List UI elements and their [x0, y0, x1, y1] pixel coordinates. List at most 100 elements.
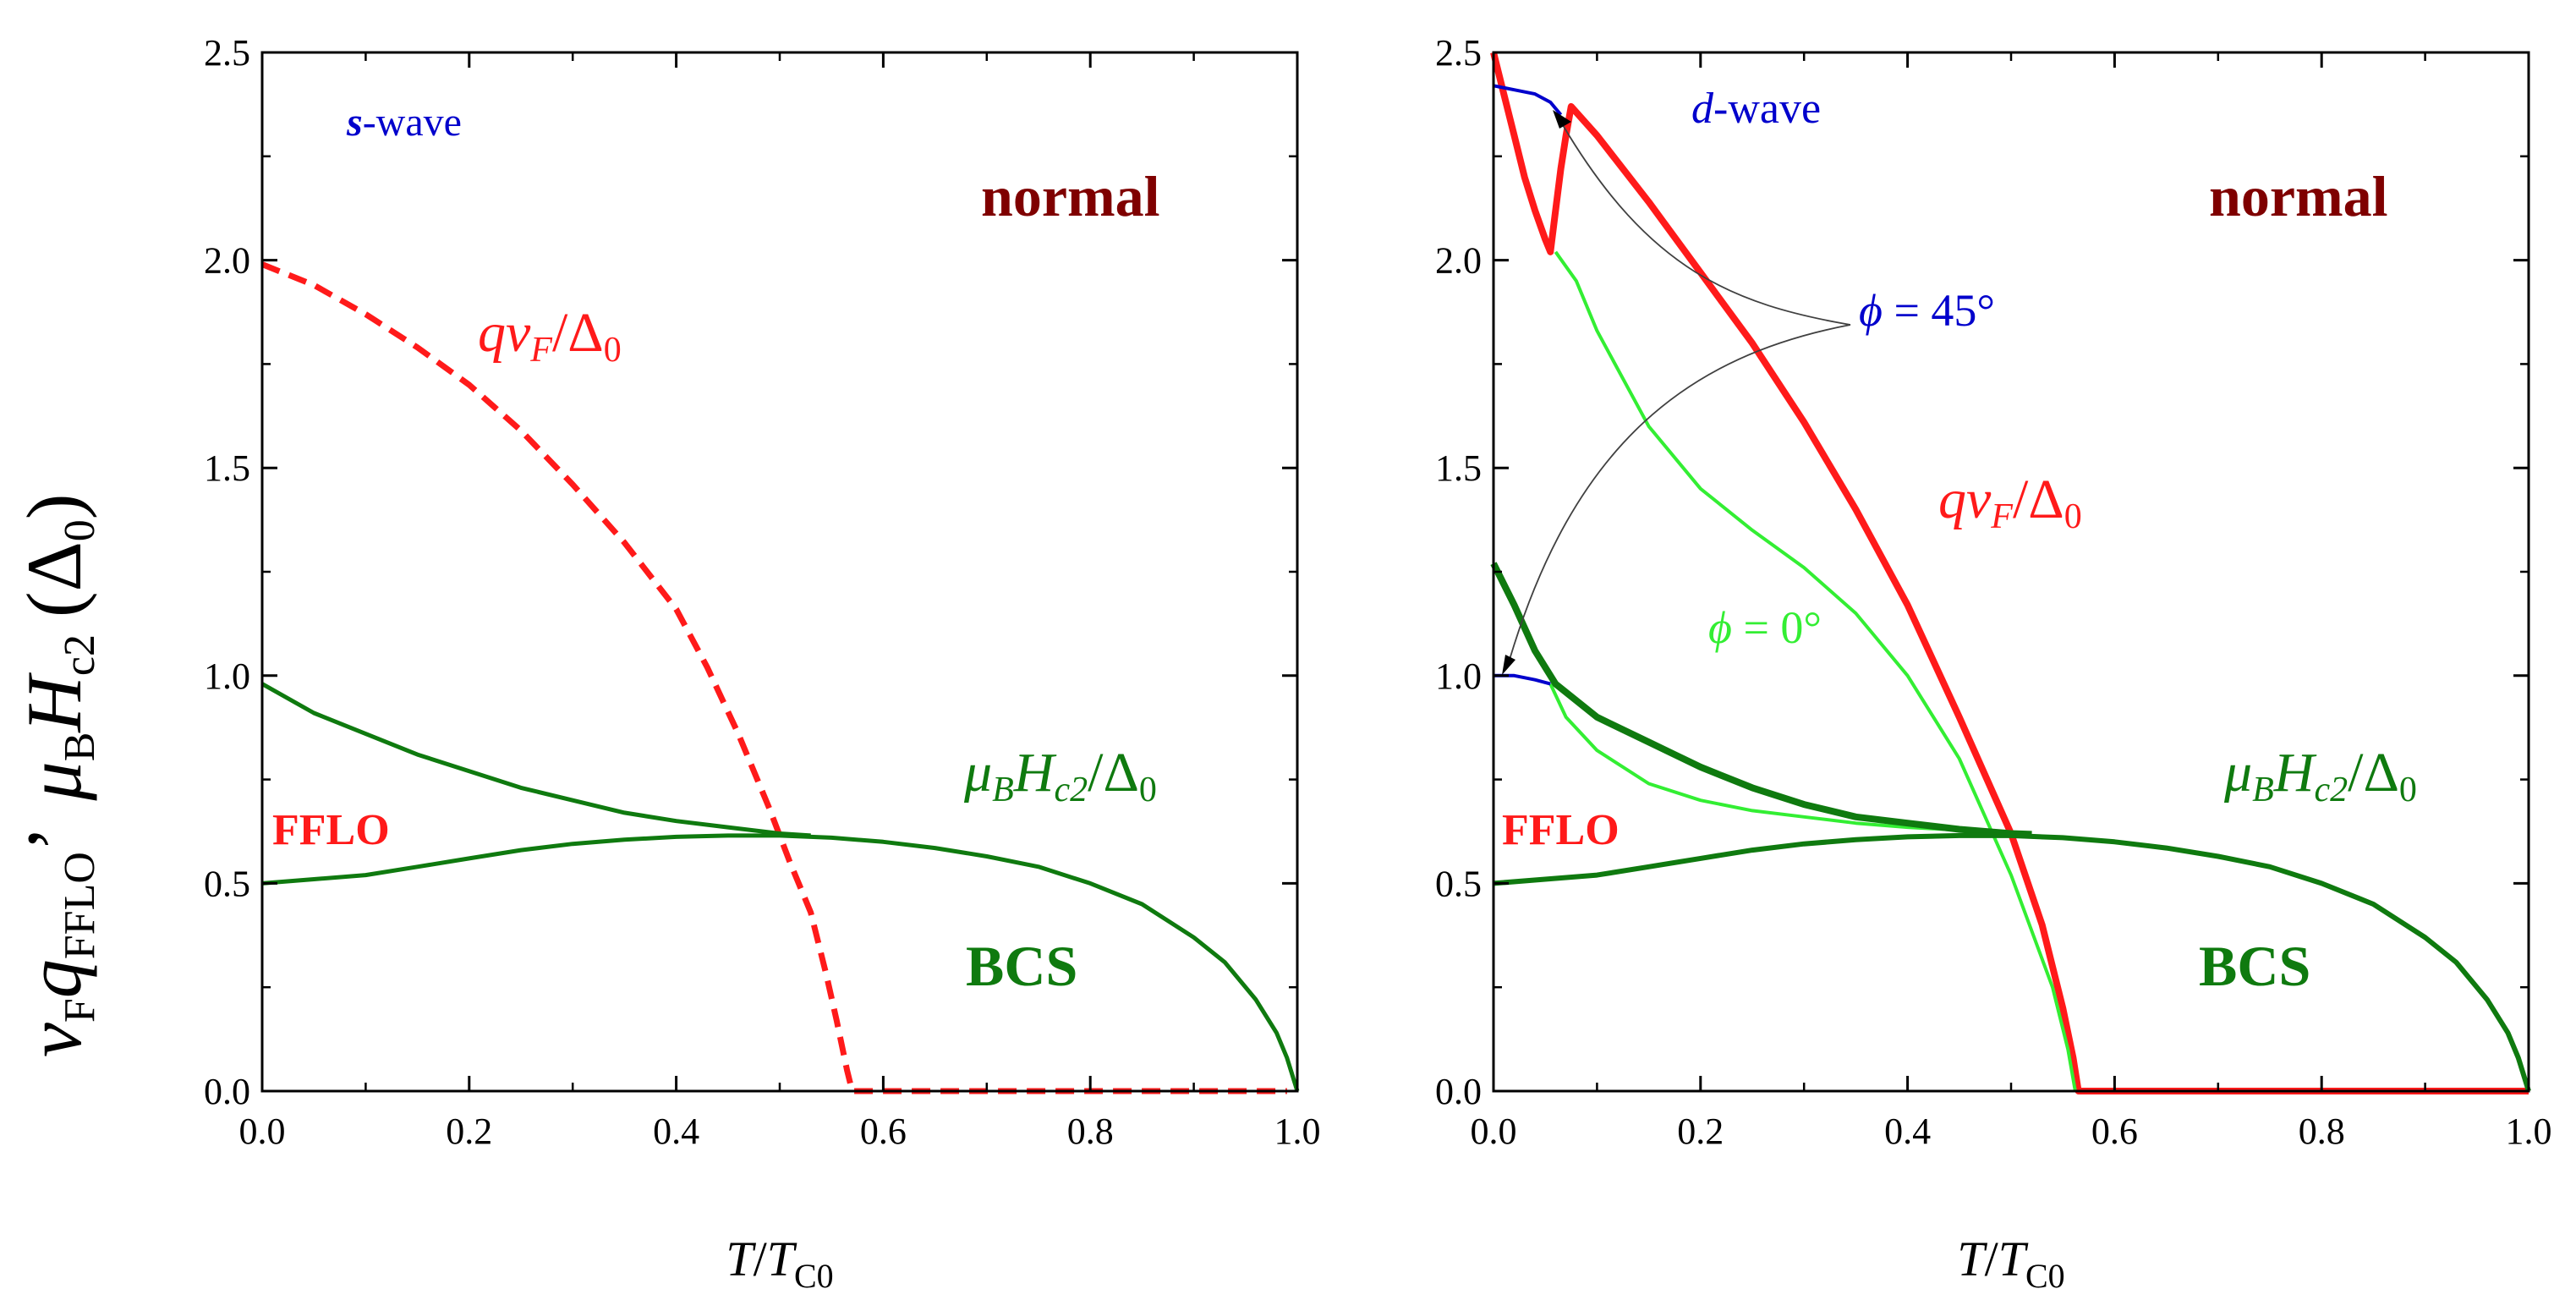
y-label-delta: (Δ — [11, 541, 97, 617]
right-hc2-label: μBHc2/Δ0 — [2223, 742, 2417, 809]
right-hc2-c2: c2 — [2314, 771, 2348, 809]
left-series-1 — [260, 682, 811, 838]
right-wave-letter: d — [1691, 85, 1714, 133]
right-qvf-q: q — [1938, 469, 1966, 530]
right-bcs-label: BCS — [2199, 934, 2310, 998]
y-label-delta-sub: 0 — [56, 519, 104, 541]
right-x-tick-label-4: 0.8 — [2299, 1111, 2345, 1152]
right-y-tick-label-5: 2.5 — [1435, 32, 1482, 74]
right-x-tick-label-1: 0.2 — [1677, 1111, 1724, 1152]
y-label-q: q — [11, 959, 97, 998]
right-phi0-val: = 0° — [1732, 602, 1822, 653]
right-x-tick-label-5: 1.0 — [2506, 1111, 2552, 1152]
left-x-tick-label-3: 0.6 — [860, 1111, 907, 1152]
left-qvf-slash: /Δ — [552, 302, 604, 364]
right-phi0-sym: ϕ — [1708, 602, 1732, 653]
left-qvf-v: v — [506, 302, 531, 364]
left-hc2-B: B — [992, 771, 1014, 809]
left-x-axis-label: T/TC0 — [726, 1231, 833, 1295]
right-qvf-0: 0 — [2064, 497, 2082, 536]
right-annotations: d-wave normal FFLO BCS ϕ = 45° ϕ = 0° qv… — [1502, 85, 2417, 998]
left-y-tick-label-2: 1.0 — [204, 656, 250, 697]
left-annotations: s-wave normal FFLO BCS qvF/Δ0 μBHc2/Δ0 — [272, 100, 1160, 998]
right-y-tick-label-2: 1.0 — [1435, 656, 1482, 697]
right-hc2-slash: /Δ — [2348, 742, 2399, 804]
right-hc2-0: 0 — [2399, 771, 2417, 809]
left-x-tick-label-2: 0.4 — [653, 1111, 699, 1152]
right-normal-label: normal — [2209, 164, 2388, 228]
right-hc2-H: H — [2273, 742, 2317, 804]
y-label-mu-sub: B — [56, 732, 104, 762]
left-qvf-q: q — [478, 302, 506, 364]
right-wave-label: d-wave — [1691, 85, 1821, 133]
left-x-tick-label-0: 0.0 — [239, 1111, 286, 1152]
left-y-tick-label-5: 2.5 — [204, 32, 250, 74]
left-y-tick-label-0: 0.0 — [204, 1071, 250, 1112]
right-phi0-label: ϕ = 0° — [1708, 602, 1822, 653]
left-hc2-0: 0 — [1139, 771, 1157, 809]
left-series-2 — [261, 833, 1300, 1092]
y-label-v-sub: F — [56, 998, 104, 1023]
right-phi45-sym: ϕ — [1859, 285, 1883, 336]
left-bcs-label: BCS — [966, 934, 1077, 998]
leader-line-upper — [1562, 124, 1851, 326]
y-axis-label: vFqFFLO’ μBHc2 (Δ0) — [11, 494, 104, 1057]
leader-line-lower — [1506, 324, 1851, 669]
right-y-tick-label-0: 0.0 — [1435, 1071, 1482, 1112]
left-wave-rest: -wave — [363, 100, 462, 145]
right-hc2-mu: μ — [2223, 742, 2252, 804]
leader-arrowhead-upper — [1553, 110, 1571, 129]
right-plot-series — [1490, 52, 2531, 1094]
left-normal-label: normal — [981, 164, 1160, 228]
left-xl-T: T — [726, 1231, 756, 1286]
y-label-comma: ’ — [11, 826, 97, 852]
right-xl-T: T — [1957, 1231, 1987, 1286]
left-wave-letter: s — [346, 100, 363, 145]
right-x-tick-label-2: 0.4 — [1884, 1111, 1931, 1152]
right-x-tick-label-3: 0.6 — [2091, 1111, 2138, 1152]
left-xl-slash: / — [754, 1231, 768, 1286]
y-label-v: v — [11, 1023, 97, 1057]
left-hc2-H: H — [1013, 742, 1057, 804]
right-x-tick-label-0: 0.0 — [1471, 1111, 1517, 1152]
right-x-axis-label: T/TC0 — [1957, 1231, 2064, 1295]
y-label-q-sub: FFLO — [56, 852, 104, 959]
left-x-tick-label-4: 0.8 — [1067, 1111, 1114, 1152]
right-qvf-v: v — [1966, 469, 1992, 530]
right-series-3 — [1493, 84, 1563, 116]
left-series-0 — [260, 261, 1287, 1094]
right-series-1 — [1554, 250, 2077, 1092]
right-qvf-label: qvF/Δ0 — [1938, 469, 2082, 536]
right-series-6 — [1493, 832, 2531, 1092]
left-plot-series — [260, 261, 1300, 1094]
right-qvf-slash: /Δ — [2013, 469, 2064, 530]
right-xl-T2: T — [1998, 1231, 2029, 1286]
leader-arrowhead-lower — [1502, 655, 1515, 675]
left-qvf-0: 0 — [604, 331, 622, 370]
left-hc2-slash: /Δ — [1088, 742, 1139, 804]
left-y-tick-label-3: 1.5 — [204, 447, 250, 489]
y-label-close: ) — [11, 494, 97, 520]
left-ticks: 0.0 0.2 0.4 0.6 0.8 1.0 0.0 0.5 1.0 1.5 2.0 2.5 — [204, 32, 1321, 1152]
right-phi45-val: = 45° — [1883, 285, 1995, 336]
left-xl-sub: C0 — [794, 1257, 834, 1295]
right-ticks: 0.0 0.2 0.4 0.6 0.8 1.0 0.0 0.5 1.0 1.5 2.0 2.5 — [1435, 32, 2552, 1152]
right-y-tick-label-1: 0.5 — [1435, 863, 1482, 904]
left-fflo-label: FFLO — [272, 806, 390, 854]
left-x-tick-label-1: 0.2 — [446, 1111, 492, 1152]
left-hc2-mu: μ — [963, 742, 992, 804]
right-phi45-label: ϕ = 45° — [1859, 285, 1995, 336]
right-y-tick-label-3: 1.5 — [1435, 447, 1482, 489]
left-wave-label: s-wave — [346, 100, 462, 145]
svg-text:vFqFFLO’μBHc2(Δ0): vFqFFLO’ μBHc2 (Δ0) — [11, 494, 104, 1057]
right-hc2-B: B — [2252, 771, 2274, 809]
y-label-mu: μ — [11, 761, 97, 801]
right-wave-rest: -wave — [1713, 85, 1821, 133]
left-y-tick-label-1: 0.5 — [204, 863, 250, 904]
right-leader-lines — [1502, 110, 1851, 675]
left-hc2-c2: c2 — [1054, 771, 1088, 809]
right-xl-sub: C0 — [2025, 1257, 2065, 1295]
right-qvf-F: F — [1990, 497, 2013, 536]
right-xl-slash: / — [1985, 1231, 1999, 1286]
